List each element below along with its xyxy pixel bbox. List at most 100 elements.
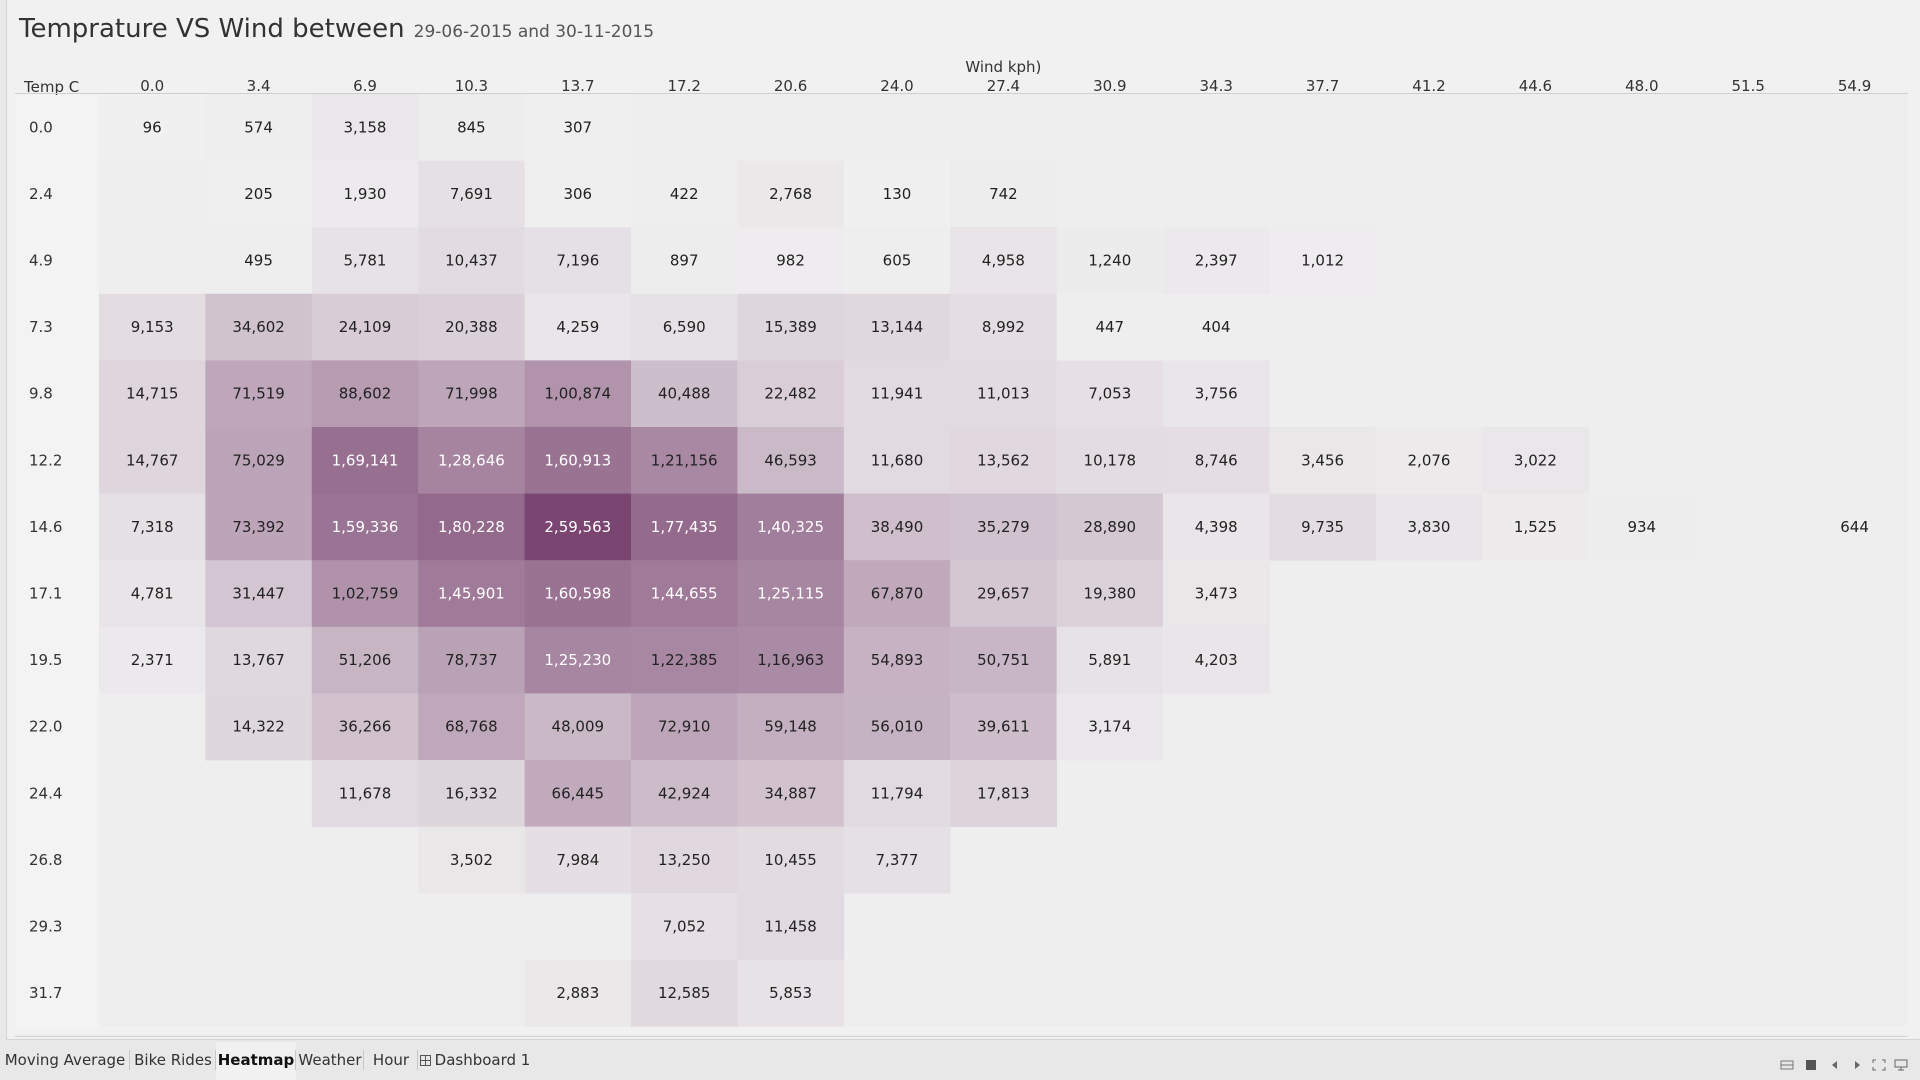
heatmap-cell[interactable]: [1163, 560, 1270, 628]
heatmap-cell[interactable]: [524, 227, 632, 295]
heatmap-cell[interactable]: [418, 427, 525, 494]
heatmap-cell[interactable]: [311, 560, 419, 628]
heatmap-cell[interactable]: [1269, 493, 1377, 561]
heatmap-cell[interactable]: [311, 760, 419, 827]
heatmap-cell[interactable]: [950, 293, 1057, 361]
heatmap-cell[interactable]: [631, 626, 738, 694]
heatmap-cell[interactable]: [631, 427, 738, 494]
heatmap-cell[interactable]: [311, 626, 419, 694]
heatmap-cell[interactable]: [950, 693, 1057, 761]
heatmap-cell[interactable]: [1375, 427, 1483, 494]
heatmap-cell[interactable]: [950, 360, 1057, 428]
heatmap-cell[interactable]: [311, 160, 419, 228]
heatmap-cell[interactable]: [418, 94, 525, 161]
heatmap-cell[interactable]: [418, 160, 525, 228]
heatmap-cell[interactable]: [737, 959, 845, 1027]
heatmap-cell[interactable]: [950, 626, 1057, 694]
heatmap-cell[interactable]: [737, 760, 845, 827]
previous-sheet-icon[interactable]: [1828, 1056, 1842, 1069]
heatmap-cell[interactable]: [99, 626, 206, 694]
heatmap-cell[interactable]: [524, 427, 632, 494]
heatmap-cell[interactable]: [737, 693, 845, 761]
heatmap-cell[interactable]: [524, 560, 632, 628]
heatmap-cell[interactable]: [631, 893, 738, 961]
heatmap-cell[interactable]: [631, 560, 738, 628]
heatmap-cell[interactable]: [205, 493, 313, 561]
heatmap-cell[interactable]: [950, 760, 1057, 827]
heatmap-cell[interactable]: [950, 560, 1057, 628]
heatmap-cell[interactable]: [1163, 626, 1270, 694]
heatmap-cell[interactable]: [737, 227, 845, 295]
heatmap-cell[interactable]: [311, 94, 419, 161]
heatmap-cell[interactable]: [311, 360, 419, 428]
heatmap-cell[interactable]: [311, 293, 419, 361]
heatmap-cell[interactable]: [311, 493, 419, 561]
heatmap-cell[interactable]: [843, 826, 951, 894]
heatmap-cell[interactable]: [205, 360, 313, 428]
heatmap-cell[interactable]: [418, 360, 525, 428]
heatmap-cell[interactable]: [99, 560, 206, 628]
heatmap-cell[interactable]: [631, 826, 738, 894]
heatmap-cell[interactable]: [524, 760, 632, 827]
heatmap-cell[interactable]: [631, 493, 738, 561]
heatmap-cell[interactable]: [1056, 493, 1164, 561]
heatmap-cell[interactable]: [843, 227, 951, 295]
heatmap-cell[interactable]: [1056, 693, 1164, 761]
heatmap-cell[interactable]: [843, 427, 951, 494]
heatmap-cell[interactable]: [737, 427, 845, 494]
heatmap-cell[interactable]: [418, 293, 525, 361]
presentation-mode-icon[interactable]: [1894, 1056, 1908, 1071]
heatmap-cell[interactable]: [524, 959, 632, 1027]
heatmap-cell[interactable]: [99, 360, 206, 428]
heatmap-cell[interactable]: [1482, 427, 1589, 494]
heatmap-cell[interactable]: [843, 293, 951, 361]
heatmap-cell[interactable]: [205, 427, 313, 494]
heatmap-cell[interactable]: [737, 826, 845, 894]
heatmap-cell[interactable]: [524, 493, 632, 561]
heatmap-cell[interactable]: [99, 427, 206, 494]
heatmap-cell[interactable]: [524, 293, 632, 361]
heatmap-cell[interactable]: [843, 693, 951, 761]
heatmap-cell[interactable]: [1163, 427, 1270, 494]
heatmap-cell[interactable]: [99, 293, 206, 361]
tab-heatmap[interactable]: Heatmap: [216, 1042, 296, 1080]
heatmap-cell[interactable]: [1163, 293, 1270, 361]
heatmap-cell[interactable]: [737, 360, 845, 428]
heatmap-cell[interactable]: [843, 493, 951, 561]
tab-hour[interactable]: Hour: [364, 1042, 418, 1078]
heatmap-cell[interactable]: [631, 160, 738, 228]
heatmap-cell[interactable]: [843, 360, 951, 428]
heatmap-cell[interactable]: [737, 160, 845, 228]
tab-weather[interactable]: Weather: [296, 1042, 364, 1078]
next-sheet-icon[interactable]: [1850, 1056, 1864, 1069]
heatmap-cell[interactable]: [418, 227, 525, 295]
heatmap-cell[interactable]: [418, 826, 525, 894]
heatmap-cell[interactable]: [631, 693, 738, 761]
fit-to-window-icon[interactable]: [1872, 1056, 1886, 1071]
heatmap-cell[interactable]: [418, 493, 525, 561]
heatmap-cell[interactable]: [1482, 493, 1589, 561]
heatmap-cell[interactable]: [950, 493, 1057, 561]
heatmap-cell[interactable]: [1163, 360, 1270, 428]
heatmap-cell[interactable]: [1269, 427, 1377, 494]
heatmap-cell[interactable]: [205, 626, 313, 694]
heatmap-cell[interactable]: [737, 893, 845, 961]
tab-bike-rides[interactable]: Bike Rides: [130, 1042, 216, 1078]
heatmap-cell[interactable]: [205, 160, 313, 228]
heatmap-cell[interactable]: [524, 160, 632, 228]
heatmap-cell[interactable]: [843, 626, 951, 694]
heatmap-cell[interactable]: [843, 560, 951, 628]
heatmap-cell[interactable]: [524, 360, 632, 428]
show-filmstrip-icon[interactable]: [1804, 1056, 1818, 1070]
heatmap-cell[interactable]: [1375, 493, 1483, 561]
heatmap-cell[interactable]: [205, 227, 313, 295]
heatmap-cell[interactable]: [950, 160, 1057, 228]
heatmap-cell[interactable]: [1056, 293, 1164, 361]
heatmap-cell[interactable]: [418, 626, 525, 694]
heatmap-cell[interactable]: [205, 293, 313, 361]
heatmap-cell[interactable]: [205, 560, 313, 628]
heatmap-cell[interactable]: [737, 560, 845, 628]
heatmap-cell[interactable]: [311, 693, 419, 761]
heatmap-cell[interactable]: [524, 626, 632, 694]
heatmap-cell[interactable]: [843, 160, 951, 228]
